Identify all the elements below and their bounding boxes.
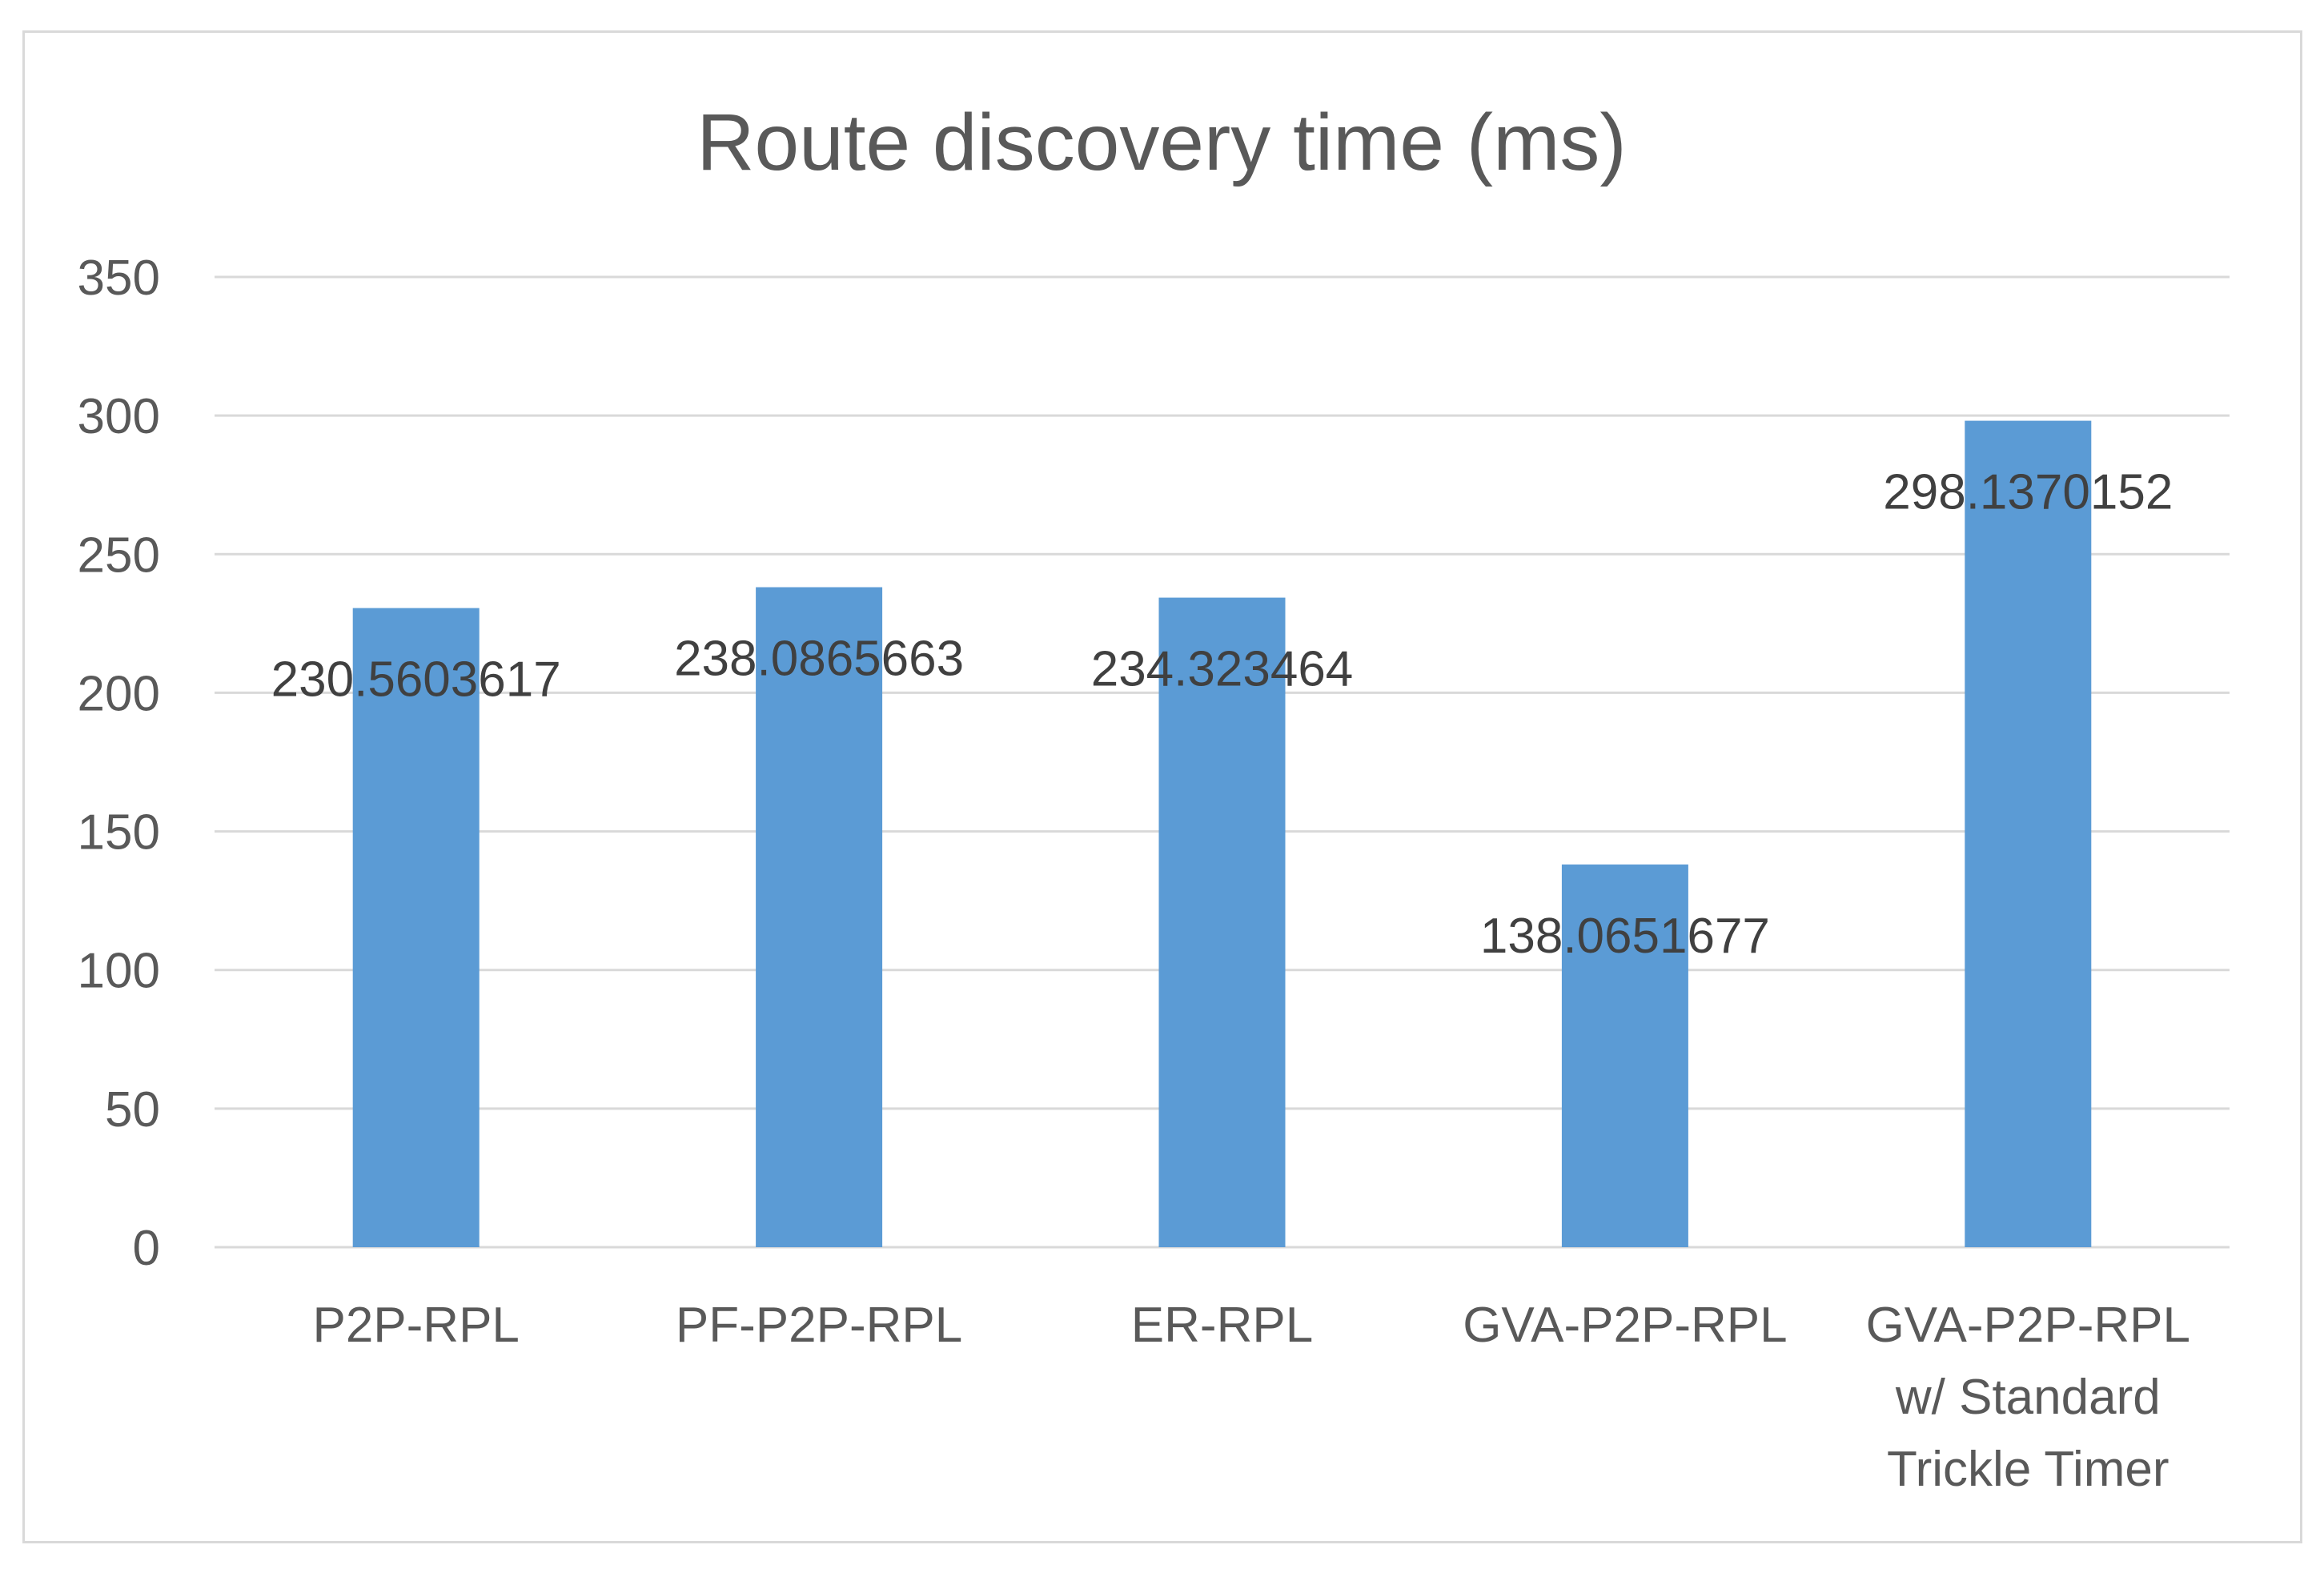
category-label: ER-RPL [1131, 1298, 1313, 1353]
y-tick-label: 0 [133, 1221, 160, 1276]
data-label: 234.323464 [1091, 642, 1354, 697]
x-axis-categories: P2P-RPL PF-P2P-RPL ER-RPL GVA-P2P-RPL GVA-P2… [312, 1298, 2190, 1497]
y-axis-ticks: 0 50 100 150 200 250 300 350 [78, 251, 160, 1276]
data-label: 230.5603617 [271, 652, 561, 708]
y-tick-label: 350 [78, 251, 160, 306]
data-label: 298.1370152 [1883, 465, 2173, 520]
bar [1158, 597, 1286, 1247]
chart-title: Route discovery time (ms) [696, 98, 1626, 187]
data-label: 238.0865663 [674, 632, 964, 687]
bars [352, 420, 2092, 1247]
data-labels: 230.5603617 238.0865663 234.323464 138.0651… [271, 465, 2173, 964]
category-label: Trickle Timer [1887, 1442, 2169, 1497]
y-tick-label: 200 [78, 666, 160, 721]
y-tick-label: 50 [105, 1082, 160, 1138]
bar [1561, 864, 1688, 1247]
category-label: w/ Standard [1895, 1370, 2161, 1425]
y-tick-label: 300 [78, 389, 160, 444]
y-tick-label: 250 [78, 528, 160, 583]
category-label: P2P-RPL [312, 1298, 519, 1353]
category-label: GVA-P2P-RPL [1866, 1298, 2190, 1353]
data-label: 138.0651677 [1480, 909, 1770, 964]
category-label: PF-P2P-RPL [676, 1298, 962, 1353]
y-tick-label: 150 [78, 805, 160, 861]
category-label: GVA-P2P-RPL [1463, 1298, 1787, 1353]
bar [352, 608, 480, 1247]
bar [1965, 420, 2092, 1247]
y-tick-label: 100 [78, 944, 160, 999]
bar [756, 587, 883, 1247]
